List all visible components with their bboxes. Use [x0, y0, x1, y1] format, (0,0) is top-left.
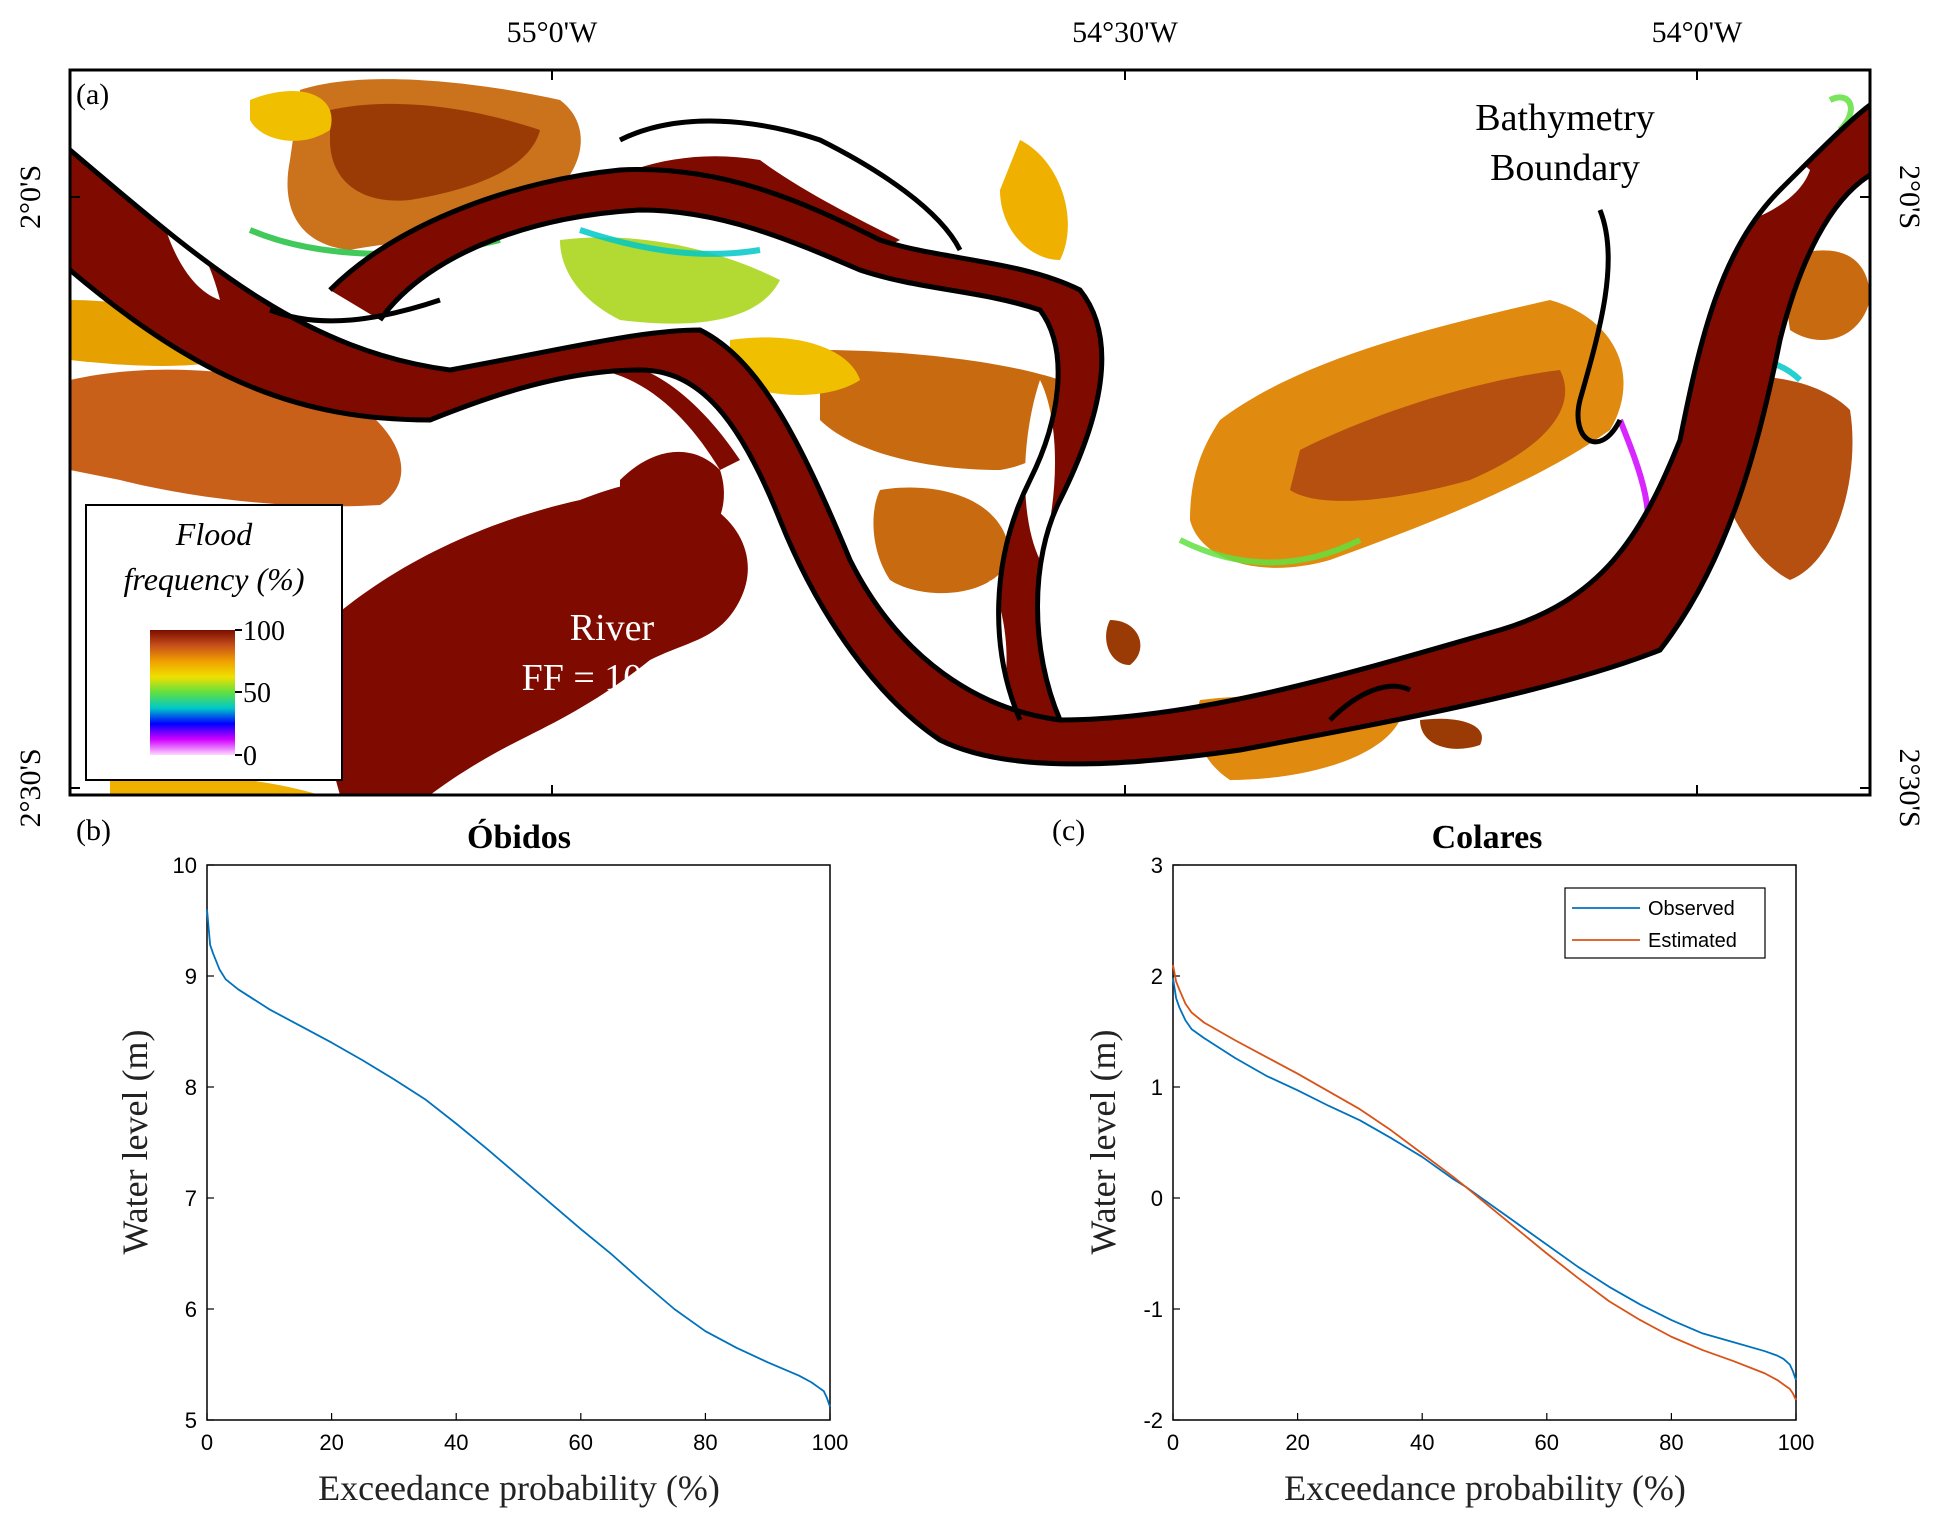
chart-b-xlabel: Exceedance probability (%) — [318, 1468, 720, 1508]
chart-c-xtick-label: 0 — [1167, 1430, 1179, 1455]
chart-b-ytick-label: 7 — [185, 1186, 197, 1211]
chart-b-ticks: 0 20 40 60 80 100 5 6 7 8 9 10 — [173, 853, 849, 1455]
lon-label-55w: 55°0'W — [507, 16, 598, 49]
chart-c-title: Colares — [1432, 819, 1543, 856]
legend-label-observed: Observed — [1648, 898, 1735, 920]
chart-b-plot-area — [206, 864, 831, 1421]
map-raster — [70, 79, 1870, 795]
lon-label-54w: 54°0'W — [1652, 16, 1743, 49]
lat-label-2s-left: 2°0'S — [14, 165, 47, 229]
colorbar-gradient — [150, 630, 235, 755]
colorbar-title-line2: frequency (%) — [124, 561, 305, 597]
annotation-boundary: Boundary — [1490, 147, 1640, 189]
chart-b-series — [206, 909, 831, 1407]
chart-c-ticks: 0 20 40 60 80 100 -2 -1 0 1 2 3 — [1143, 853, 1814, 1455]
annotation-bathymetry: Bathymetry — [1475, 97, 1654, 139]
chart-obidos: (b) Óbidos 0 20 40 60 80 100 5 6 7 8 9 10 Exceedanc… — [76, 814, 848, 1508]
lon-label-54-30w: 54°30'W — [1072, 16, 1178, 49]
chart-colares: (c) Colares 0 20 40 60 80 100 -2 -1 0 1 2 3 Observe… — [1052, 814, 1814, 1508]
chart-c-ytick-label: 3 — [1151, 853, 1163, 878]
chart-b-xtick-label: 100 — [812, 1430, 849, 1455]
upland-area — [1100, 80, 1402, 369]
panel-letter-c: (c) — [1052, 814, 1085, 847]
channel-islands — [160, 159, 1810, 700]
chart-c-ytick-label: -1 — [1143, 1297, 1163, 1322]
annotation-river: River — [570, 607, 655, 649]
chart-c-ylabel: Water level (m) — [1083, 1030, 1123, 1255]
chart-b-xtick-label: 20 — [319, 1430, 343, 1455]
chart-c-ytick-label: 1 — [1151, 1075, 1163, 1100]
lat-label-2s-right: 2°0'S — [1893, 165, 1926, 229]
map-frame — [68, 68, 1872, 797]
colorbar-tick-50: 50 — [243, 678, 271, 709]
panel-letter-a: (a) — [76, 78, 109, 111]
chart-b-series-line-water-level — [206, 909, 831, 1407]
lat-label-2-30s-left: 2°30'S — [14, 748, 47, 827]
chart-b-title: Óbidos — [467, 818, 571, 856]
legend-label-estimated: Estimated — [1648, 930, 1737, 952]
chart-c-xtick-label: 40 — [1410, 1430, 1434, 1455]
chart-c-xtick-label: 20 — [1285, 1430, 1309, 1455]
colorbar-tick-0: 0 — [243, 741, 257, 772]
lat-label-2-30s-right: 2°30'S — [1893, 748, 1926, 827]
flood-frequency-map: 55°0'W 54°30'W 54°0'W 2°0'S 2°30'S 2°0'S… — [14, 16, 1926, 828]
chart-c-series — [1172, 964, 1797, 1401]
chart-c-xtick-label: 100 — [1778, 1430, 1815, 1455]
legend-box — [1564, 887, 1766, 959]
chart-c-legend: Observed Estimated — [1564, 887, 1766, 959]
chart-c-series-line-estimated — [1172, 964, 1797, 1401]
upland-area-2 — [1120, 90, 1700, 260]
chart-b-ytick-label: 10 — [173, 853, 197, 878]
chart-b-xtick-label: 40 — [444, 1430, 468, 1455]
river-lake — [325, 481, 748, 795]
annotation-river-ff: FF = 100 % — [522, 657, 703, 699]
colorbar-tick-100: 100 — [243, 616, 285, 647]
chart-b-xtick-label: 0 — [201, 1430, 213, 1455]
chart-b-xtick-label: 60 — [569, 1430, 593, 1455]
colorbar-legend: Flood frequency (%) 100 50 0 — [85, 504, 343, 781]
bathymetry-boundary-lines — [70, 103, 1870, 767]
chart-c-ytick-label: 2 — [1151, 964, 1163, 989]
chart-c-xtick-label: 60 — [1535, 1430, 1559, 1455]
chart-b-ytick-label: 9 — [185, 964, 197, 989]
chart-c-ytick-label: -2 — [1143, 1408, 1163, 1433]
chart-b-ytick-label: 5 — [185, 1408, 197, 1433]
chart-b-ytick-label: 8 — [185, 1075, 197, 1100]
colorbar-title-line1: Flood — [175, 516, 253, 552]
chart-c-xtick-label: 80 — [1659, 1430, 1683, 1455]
river-lake-upper — [620, 451, 724, 540]
chart-b-ylabel: Water level (m) — [115, 1030, 155, 1255]
panel-letter-b: (b) — [76, 814, 111, 847]
chart-c-ytick-label: 0 — [1151, 1186, 1163, 1211]
chart-b-ytick-label: 6 — [185, 1297, 197, 1322]
chart-c-xlabel: Exceedance probability (%) — [1284, 1468, 1686, 1508]
chart-b-xtick-label: 80 — [693, 1430, 717, 1455]
map-ticks — [70, 70, 1870, 795]
